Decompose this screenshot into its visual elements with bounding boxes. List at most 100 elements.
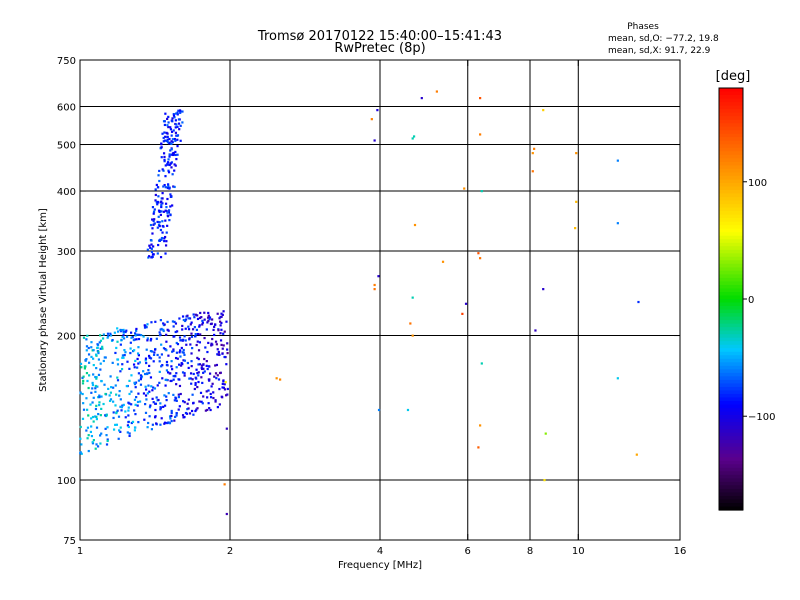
data-point — [177, 408, 180, 411]
data-point — [167, 354, 170, 357]
y-tick-label: 100 — [57, 476, 76, 487]
data-point — [116, 409, 119, 412]
data-point — [479, 257, 482, 260]
data-point — [179, 111, 182, 114]
data-point — [130, 374, 133, 377]
data-point — [173, 399, 176, 402]
colorbar-segment — [719, 119, 743, 124]
colorbar-segment — [719, 228, 743, 233]
data-point — [164, 219, 167, 222]
colorbar-segment — [719, 334, 743, 339]
data-point — [158, 334, 162, 337]
data-point — [217, 350, 220, 354]
data-point — [207, 311, 210, 315]
data-point — [166, 141, 170, 144]
data-point — [167, 371, 170, 374]
data-point — [214, 364, 217, 367]
data-point — [226, 387, 229, 391]
data-point — [85, 371, 89, 375]
data-point — [154, 348, 157, 351]
phases-line-o: mean, sd,O: −77.2, 19.8 — [608, 34, 719, 44]
colorbar-segment — [719, 323, 743, 328]
data-point — [178, 128, 181, 131]
data-point — [191, 347, 194, 350]
data-point — [177, 122, 181, 125]
data-point — [200, 316, 203, 319]
data-point — [196, 314, 199, 317]
data-point — [144, 372, 147, 376]
data-point — [207, 365, 210, 368]
data-point — [166, 224, 169, 227]
data-point — [202, 395, 205, 398]
data-point — [189, 377, 192, 380]
data-point — [133, 383, 137, 386]
data-point — [159, 213, 162, 217]
data-point — [181, 324, 184, 328]
data-point — [207, 402, 210, 405]
data-point — [146, 248, 149, 251]
data-point — [213, 375, 216, 378]
data-point — [162, 169, 165, 172]
data-point — [201, 381, 204, 385]
data-point — [411, 334, 414, 337]
colorbar-segment — [719, 137, 743, 142]
data-point — [95, 418, 98, 421]
data-point — [97, 358, 101, 361]
data-point — [188, 377, 191, 380]
data-point — [148, 415, 151, 418]
data-point — [201, 319, 204, 322]
data-point — [182, 359, 185, 362]
data-point — [99, 339, 103, 342]
colorbar-segment — [719, 123, 743, 128]
data-point — [406, 408, 410, 412]
data-point — [158, 331, 161, 334]
data-point — [153, 208, 156, 211]
data-point — [207, 341, 210, 345]
data-point — [163, 123, 166, 127]
data-point — [114, 423, 117, 426]
colorbar-ticks: 100 0 −100 — [743, 178, 775, 423]
data-point — [190, 332, 193, 335]
data-point — [201, 402, 204, 405]
colorbar-segment — [719, 253, 743, 258]
data-point — [139, 378, 142, 381]
data-point — [151, 232, 154, 235]
data-point — [165, 131, 168, 135]
x-tick-label: 1 — [77, 546, 83, 557]
data-point — [175, 351, 179, 354]
data-point — [166, 117, 169, 120]
colorbar-segment — [719, 288, 743, 293]
data-point — [114, 384, 117, 387]
data-point — [223, 383, 226, 386]
data-point — [87, 414, 90, 417]
data-point — [160, 142, 163, 145]
data-point — [195, 343, 198, 347]
data-point — [149, 404, 152, 407]
data-point — [211, 337, 214, 341]
data-point — [173, 137, 176, 141]
data-point — [164, 252, 167, 255]
data-point — [205, 328, 208, 331]
data-point — [195, 368, 198, 371]
data-point — [139, 374, 143, 377]
data-point — [131, 335, 134, 339]
data-point — [151, 397, 154, 400]
colorbar-segment — [719, 362, 743, 367]
data-point — [99, 334, 102, 337]
data-point — [151, 253, 155, 256]
data-point — [164, 175, 167, 178]
data-point — [197, 380, 200, 384]
data-point — [160, 236, 164, 240]
y-tick-label: 300 — [57, 247, 76, 258]
data-point — [180, 346, 183, 350]
data-point — [128, 434, 131, 438]
colorbar-segment — [719, 116, 743, 121]
data-point — [80, 443, 83, 446]
data-point — [159, 256, 163, 259]
data-point — [160, 156, 163, 159]
data-point — [133, 381, 136, 384]
data-point — [210, 344, 213, 347]
data-point — [198, 400, 201, 403]
colorbar-segment — [719, 204, 743, 209]
data-point — [95, 404, 98, 407]
